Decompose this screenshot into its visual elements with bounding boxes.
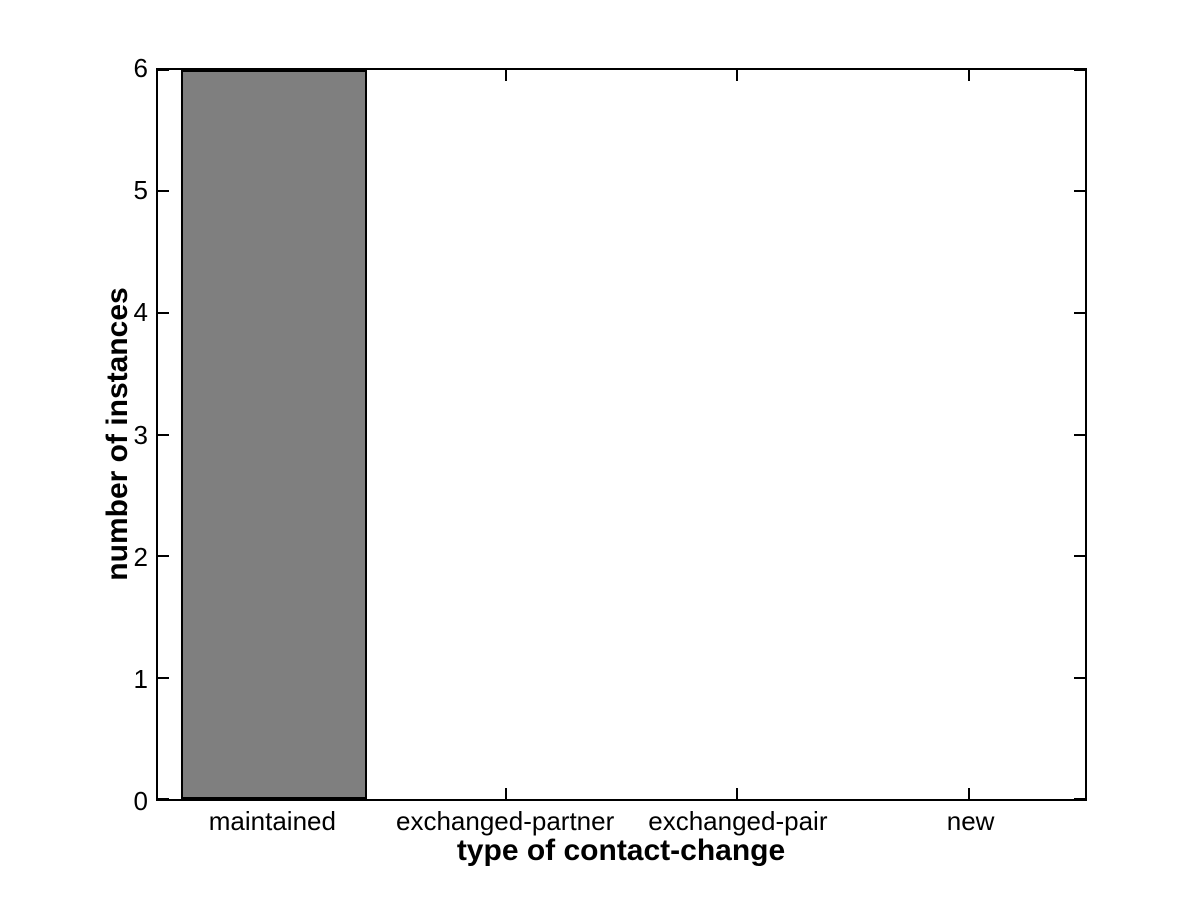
y-tick-mark (158, 190, 169, 193)
y-tick-mark (158, 554, 169, 557)
x-tick-label-new: new (946, 806, 995, 836)
y-tick-mark-right (1074, 311, 1085, 314)
y-tick-mark (158, 798, 169, 800)
x-tick-label-exchanged-partner: exchanged-partner (395, 806, 615, 836)
y-tick-label-6: 6 (133, 53, 148, 83)
x-tick-label-maintained: maintained (208, 806, 336, 836)
y-tick-mark (158, 69, 169, 71)
y-tick-label-5: 5 (133, 175, 148, 206)
x-tick-mark-top (736, 70, 739, 81)
y-tick-mark-right (1074, 554, 1085, 557)
y-tick-label-3: 3 (133, 419, 148, 450)
x-axis-label: type of contact-change (456, 834, 786, 867)
x-tick-mark-top (968, 70, 971, 81)
y-tick-mark (158, 676, 169, 679)
y-tick-mark-right (1074, 433, 1085, 436)
x-tick-label-exchanged-pair: exchanged-pair (648, 806, 828, 836)
x-tick-mark (736, 788, 739, 799)
y-tick-mark-right (1074, 190, 1085, 193)
y-tick-label-0: 0 (133, 786, 148, 816)
x-tick-mark (504, 788, 507, 799)
y-tick-mark-right (1074, 798, 1085, 800)
plot-area (156, 68, 1087, 801)
y-tick-mark-right (1074, 676, 1085, 679)
y-tick-label-4: 4 (133, 297, 148, 328)
x-tick-mark-top (504, 70, 507, 81)
y-tick-label-2: 2 (133, 541, 148, 572)
y-tick-label-1: 1 (133, 663, 148, 694)
bar-maintained (181, 70, 367, 799)
x-tick-mark (968, 788, 971, 799)
y-tick-mark (158, 311, 169, 314)
y-tick-mark-right (1074, 69, 1085, 71)
y-tick-mark (158, 433, 169, 436)
